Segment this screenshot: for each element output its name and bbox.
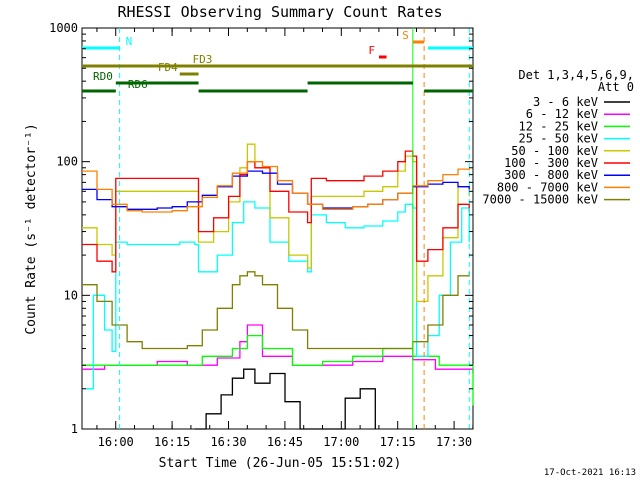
series-line-25-50-kev	[85, 201, 470, 390]
x-tick-label: 16:15	[154, 435, 190, 449]
legend-header-detectors: Det 1,3,4,5,6,9,	[518, 68, 634, 82]
series-line-3-6-kev	[194, 368, 376, 430]
x-tick-label: 16:00	[98, 435, 134, 449]
plot-frame	[81, 27, 474, 430]
x-tick-label: 17:30	[436, 435, 472, 449]
flag-label-n: N	[126, 35, 133, 48]
marker-lines	[119, 28, 470, 429]
axes: 1 10 100 1000 16:00 16:15 16:30 16:45 17:00 17:15…	[49, 21, 474, 449]
legend-label-800-7000-kev: 800 - 7000 keV	[497, 180, 598, 194]
legend-label-7000-15000-kev: 7000 - 15000 keV	[482, 193, 598, 207]
legend-header-attenuator: Att 0	[598, 80, 634, 94]
series-line-100-300-kev	[82, 150, 470, 273]
legend-label-50-100-kev: 50 - 100 keV	[511, 144, 598, 158]
flag-label-f: F	[368, 44, 375, 57]
legend-label-6-12-kev: 6 - 12 keV	[526, 107, 598, 121]
y-axis-label: Count Rate (s⁻¹ detector⁻¹)	[24, 123, 39, 334]
flag-label-rd0: RD0	[93, 70, 113, 83]
x-tick-label: 16:45	[267, 435, 303, 449]
x-tick-label: 16:30	[210, 435, 246, 449]
flag-label-fd4: FD4	[158, 61, 178, 74]
legend-label-12-25-kev: 12 - 25 keV	[519, 119, 598, 133]
series-line-6-12-kev	[82, 324, 474, 374]
chart-title: RHESSI Observing Summary Count Rates	[117, 3, 442, 21]
y-tick-label: 1000	[49, 21, 78, 35]
series-line-50-100-kev	[82, 143, 470, 303]
flag-label-s: S	[402, 29, 409, 42]
series-line-300-800-kev	[82, 170, 470, 210]
legend-label-100-300-kev: 100 - 300 keV	[504, 156, 598, 170]
x-tick-label: 17:15	[380, 435, 416, 449]
x-tick-label: 17:00	[323, 435, 359, 449]
legend-label-3-6-kev: 3 - 6 keV	[533, 95, 598, 109]
flag-bars: N S F FD3 FD4 RD0 RD6	[82, 29, 473, 93]
flag-label-rd6: RD6	[128, 78, 148, 91]
flag-label-fd3: FD3	[193, 53, 213, 66]
x-axis-label: Start Time (26-Jun-05 15:51:02)	[159, 456, 402, 471]
legend-label-25-50-kev: 25 - 50 keV	[519, 132, 598, 146]
y-tick-label: 1	[71, 422, 78, 436]
y-tick-label: 10	[64, 288, 78, 302]
footer-timestamp: 17-Oct-2021 16:13	[544, 468, 636, 478]
legend-label-300-800-kev: 300 - 800 keV	[504, 168, 598, 182]
series-line-7000-15000-kev	[82, 271, 470, 350]
series-line-12-25-kev	[82, 334, 474, 406]
series-layer	[82, 143, 474, 430]
y-tick-label: 100	[56, 155, 78, 169]
